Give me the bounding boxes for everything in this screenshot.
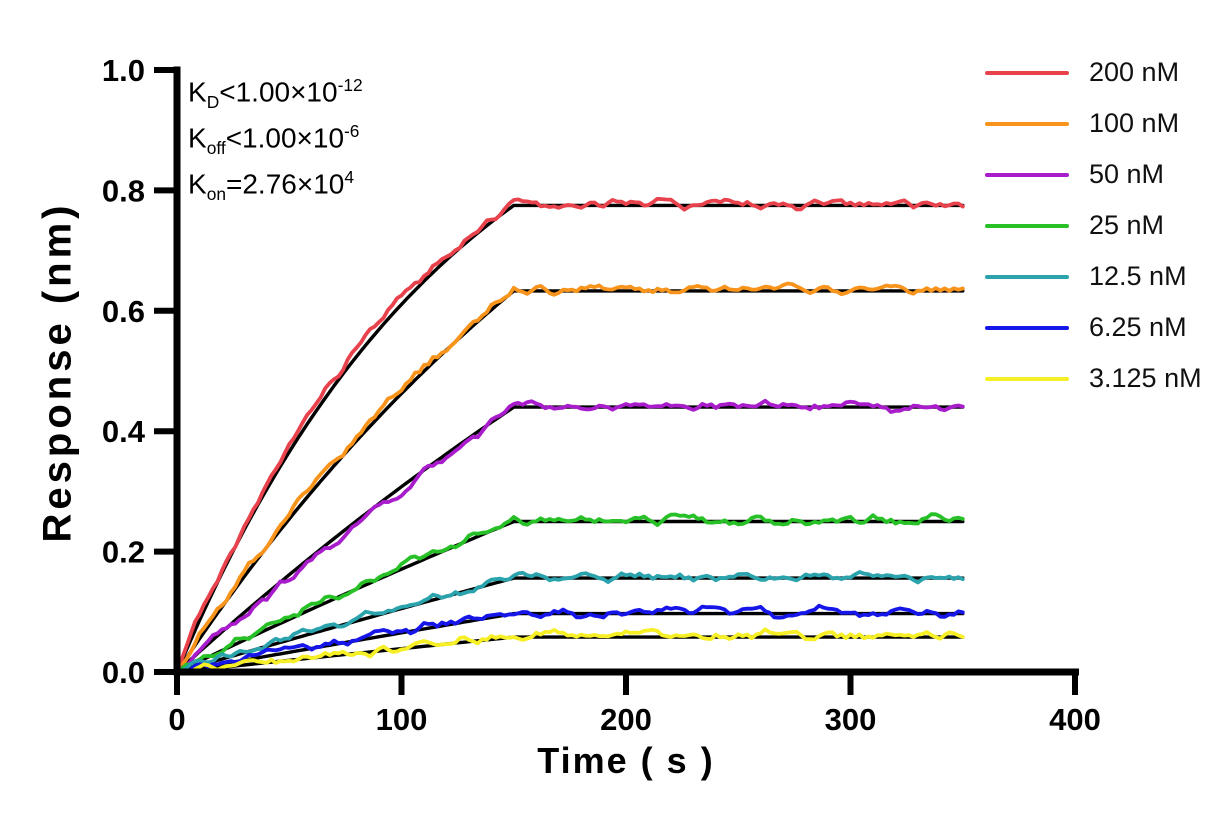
series-curve-200nM [175,196,965,674]
fit-line-3.125nM [175,635,965,674]
legend-item-200nM: 200 nM [985,47,1202,98]
fit-line-12.5nM [175,576,965,674]
legend-swatch-icon [985,172,1069,177]
legend-item-12.5nM: 12.5 nM [985,251,1202,302]
legend-label: 6.25 nM [1089,312,1187,342]
koff-body: <1.00×10 [225,122,345,154]
legend-swatch-icon [985,70,1069,75]
fit-line-25nM [175,519,965,674]
y-axis-title: Response (nm) [35,201,80,543]
legend-swatch-icon [985,121,1069,126]
legend: 200 nM 100 nM 50 nM 25 nM 12.5 nM 6.25 n… [985,47,1202,404]
x-tick-label: 0 [168,702,185,737]
legend-label: 200 nM [1089,57,1180,87]
x-tick-label: 200 [600,702,652,737]
kd-body: <1.00×10 [219,76,338,108]
legend-item-100nM: 100 nM [985,98,1202,149]
series-curve-25nM [175,512,965,674]
koff-subscript: off [206,137,226,158]
koff-symbol: K [188,122,207,154]
legend-item-6.25nM: 6.25 nM [985,302,1202,353]
kon-symbol: K [188,168,207,200]
y-tick-label: 0.2 [102,535,145,570]
legend-label: 50 nM [1089,159,1165,189]
legend-label: 3.125 nM [1089,363,1202,393]
legend-swatch-icon [985,274,1069,279]
legend-label: 12.5 nM [1089,261,1187,291]
axes: 0.0 0.2 0.4 0.6 0.8 1.0 0 100 200 300 400 [102,53,1101,737]
kd-symbol: K [188,76,207,108]
kon-value: Kon=2.76×104 [188,154,363,204]
fit-line-6.25nM [175,611,965,674]
series-curve-12.5nM [175,570,965,674]
legend-label: 25 nM [1089,210,1165,240]
legend-swatch-icon [985,376,1069,381]
kon-subscript: on [206,183,226,204]
x-axis-title: Time ( s ) [537,740,715,781]
kd-subscript: D [206,91,220,112]
kd-value: KD<1.00×10-12 [188,62,363,112]
series-curve-3.125nM [175,627,965,675]
y-tick-label: 0.8 [102,173,145,208]
series-curve-50nM [175,398,965,674]
y-tick-label: 0.4 [102,414,146,449]
y-tick-label: 1.0 [102,53,145,88]
legend-swatch-icon [985,325,1069,330]
koff-exponent: -6 [344,121,360,141]
koff-value: Koff<1.00×10-6 [188,108,363,158]
legend-label: 100 nM [1089,108,1180,138]
x-tick-label: 100 [376,702,428,737]
kinetics-annotation: KD<1.00×10-12 Koff<1.00×10-6 Kon=2.76×10… [188,62,363,204]
legend-swatch-icon [985,223,1069,228]
y-tick-label: 0.0 [102,655,145,690]
series-curve-6.25nM [175,603,965,675]
legend-item-25nM: 25 nM [985,200,1202,251]
x-tick-label: 300 [825,702,877,737]
kd-exponent: -12 [337,75,363,95]
kon-body: =2.76×10 [226,168,345,200]
data-curves [175,196,965,675]
legend-item-50nM: 50 nM [985,149,1202,200]
kon-exponent: 4 [344,167,354,187]
y-tick-label: 0.6 [102,294,145,329]
series-curve-100nM [175,281,965,674]
legend-item-3.125nM: 3.125 nM [985,353,1202,404]
x-tick-label: 400 [1049,702,1101,737]
